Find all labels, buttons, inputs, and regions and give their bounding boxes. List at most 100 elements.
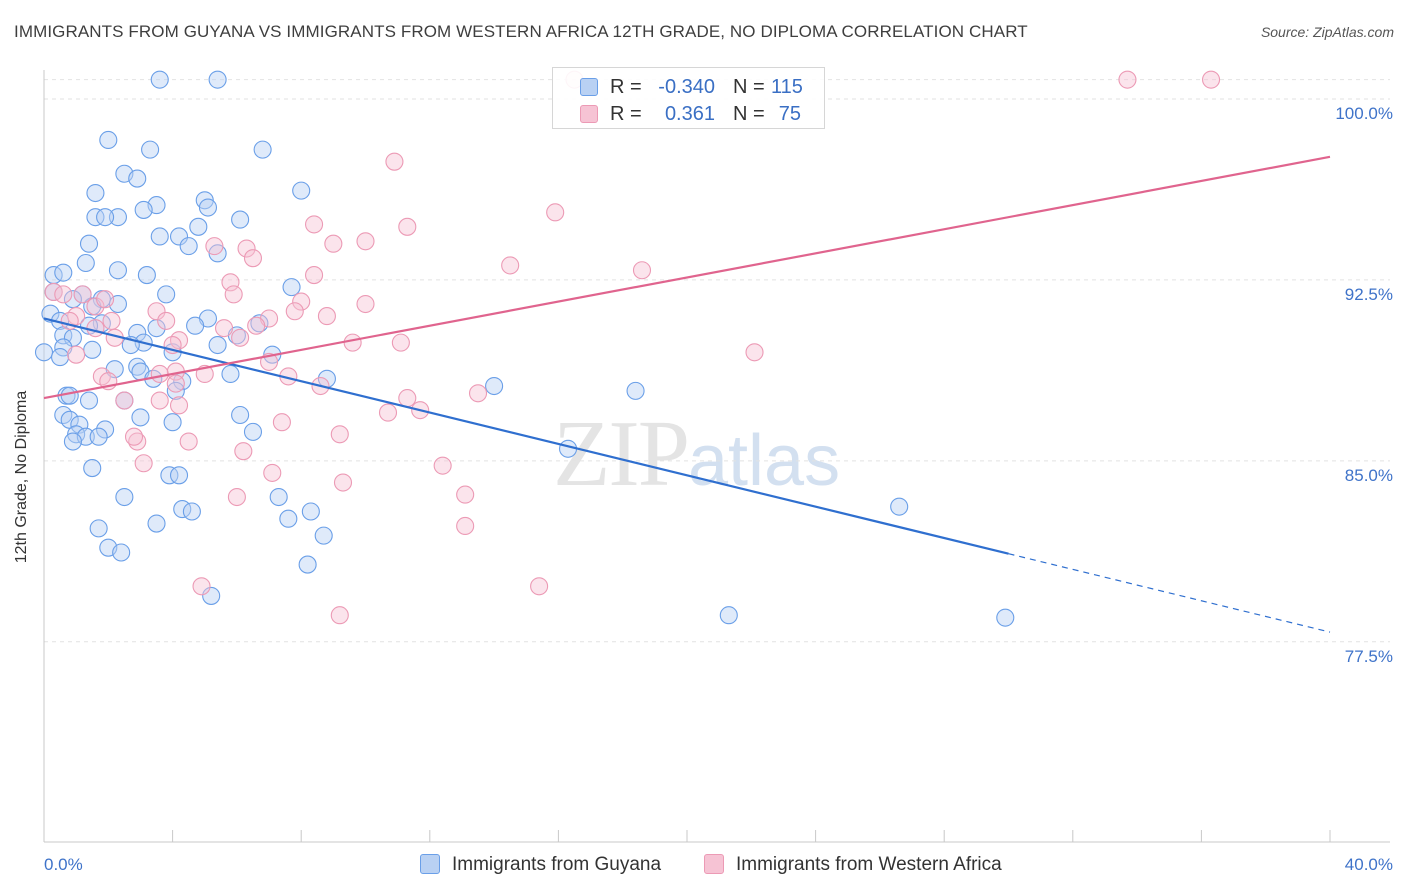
correlation-legend: R = -0.340 N = 115 R = 0.361 N = 75 (552, 67, 825, 129)
data-point-guyana (150, 70, 169, 89)
data-point-guyana (150, 227, 169, 246)
data-point-western-africa (134, 454, 153, 473)
data-point-guyana (169, 466, 189, 485)
data-point-western-africa (166, 374, 185, 393)
trend-line-guyana (43, 317, 1009, 555)
data-point-western-africa (192, 577, 211, 596)
data-point-western-africa (330, 606, 349, 625)
y-tick-label: 92.5% (1345, 285, 1393, 304)
data-point-western-africa (272, 413, 291, 432)
data-point-guyana (231, 210, 250, 229)
data-point-guyana (108, 208, 127, 227)
data-point-western-africa (157, 311, 176, 330)
legend-n-label: N = (733, 103, 765, 125)
data-point-western-africa (73, 285, 92, 304)
data-point-western-africa (237, 239, 256, 258)
data-point-guyana (83, 340, 102, 359)
data-point-western-africa (398, 217, 417, 236)
data-point-guyana (157, 285, 176, 304)
data-point-western-africa (86, 319, 105, 338)
data-point-western-africa (1201, 70, 1221, 89)
y-tick-label: 85.0% (1345, 466, 1393, 485)
data-point-guyana (89, 427, 108, 446)
data-point-guyana (96, 208, 115, 227)
data-point-western-africa (231, 328, 250, 347)
data-point-western-africa (214, 319, 234, 338)
data-point-guyana (83, 459, 102, 478)
data-point-guyana (626, 381, 645, 400)
data-point-guyana (189, 217, 208, 236)
data-point-guyana (282, 278, 301, 297)
data-point-western-africa (330, 425, 349, 444)
legend-swatch-blue (420, 854, 440, 874)
y-tick-label: 100.0% (1335, 104, 1393, 123)
data-point-guyana (137, 266, 156, 285)
data-point-western-africa (285, 302, 304, 321)
data-point-guyana (86, 208, 105, 227)
data-point-guyana (279, 509, 298, 528)
data-point-western-africa (456, 485, 475, 504)
data-point-guyana (301, 502, 320, 521)
data-point-western-africa (398, 389, 417, 408)
data-point-guyana (208, 70, 227, 89)
data-point-guyana (253, 140, 272, 159)
data-point-western-africa (324, 234, 343, 253)
legend-n-value: 115 (771, 76, 803, 98)
data-point-western-africa (378, 403, 398, 422)
legend-swatch-blue (580, 78, 598, 96)
data-point-guyana (89, 519, 108, 538)
data-point-guyana (231, 405, 250, 425)
data-point-western-africa (221, 273, 240, 292)
data-point-guyana (115, 487, 134, 507)
data-point-western-africa (305, 266, 324, 285)
legend-swatch-pink (580, 105, 598, 123)
legend-swatch-pink (704, 854, 724, 874)
data-point-guyana (166, 381, 185, 400)
watermark-zip: ZIP (553, 402, 690, 506)
legend-r-value: 0.361 (664, 103, 715, 125)
data-point-western-africa (317, 307, 336, 326)
legend-item-label: Immigrants from Guyana (452, 854, 662, 875)
data-point-western-africa (356, 294, 375, 314)
data-point-guyana (79, 391, 99, 410)
data-point-western-africa (745, 343, 764, 362)
data-point-western-africa (456, 516, 475, 536)
data-point-guyana (202, 586, 221, 605)
data-point-western-africa (343, 333, 362, 352)
data-point-guyana (76, 253, 95, 273)
data-point-western-africa (247, 316, 266, 335)
data-point-western-africa (150, 364, 169, 384)
data-point-western-africa (391, 333, 410, 352)
data-point-western-africa (124, 427, 144, 446)
axes (43, 70, 1390, 843)
data-point-guyana (250, 314, 269, 333)
data-point-guyana (208, 335, 227, 355)
series-legend: Immigrants from Guyana Immigrants from W… (0, 850, 1406, 880)
data-point-guyana (182, 502, 201, 521)
data-point-guyana (51, 348, 70, 367)
data-point-western-africa (333, 473, 353, 492)
data-point-guyana (298, 555, 317, 574)
data-point-western-africa (86, 297, 105, 316)
data-point-guyana (186, 316, 205, 335)
data-point-guyana (292, 181, 311, 200)
data-point-guyana (79, 234, 99, 253)
data-point-western-africa (632, 261, 652, 280)
data-point-western-africa (305, 215, 324, 234)
data-point-guyana (314, 526, 333, 545)
data-point-guyana (169, 227, 189, 246)
data-point-western-africa (243, 249, 263, 268)
data-point-guyana (163, 413, 182, 432)
data-point-western-africa (224, 285, 243, 304)
data-point-guyana (128, 357, 147, 376)
legend-n-label: N = (733, 76, 765, 98)
data-point-guyana (996, 608, 1015, 627)
data-point-guyana (485, 376, 504, 396)
legend-item-label: Immigrants from Western Africa (736, 854, 1002, 875)
data-point-western-africa (546, 203, 565, 222)
data-point-western-africa (179, 432, 198, 451)
data-point-western-africa (1118, 70, 1137, 89)
data-point-guyana (221, 364, 240, 384)
data-point-guyana (96, 420, 115, 439)
